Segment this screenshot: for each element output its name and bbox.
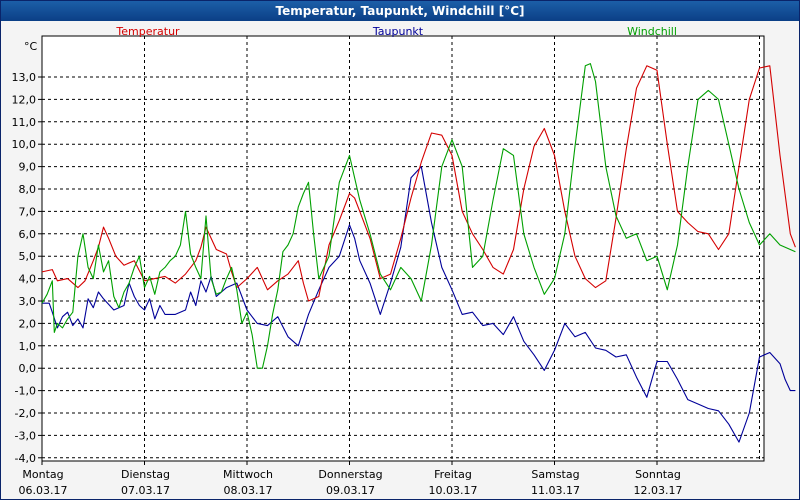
y-tick-label: 4,0 [19, 273, 37, 286]
y-tick-label: 12,0 [12, 93, 37, 106]
series-line-temperatur [41, 65, 796, 302]
y-tick-label: -2,0 [15, 407, 36, 420]
legend-temperatur: Temperatur [115, 25, 180, 38]
day-date-label: 12.03.17 [634, 484, 683, 497]
y-tick-label: 11,0 [12, 116, 37, 129]
y-tick-label: 8,0 [19, 183, 37, 196]
day-name-label: Freitag [434, 468, 472, 481]
day-name-label: Montag [22, 468, 63, 481]
legend-taupunkt: Taupunkt [372, 25, 424, 38]
y-tick-label: 0,0 [19, 362, 37, 375]
y-tick-label: 6,0 [19, 228, 37, 241]
series-lines [41, 63, 796, 443]
day-name-label: Samstag [531, 468, 579, 481]
day-date-label: 09.03.17 [326, 484, 375, 497]
window-title: Temperatur, Taupunkt, Windchill [°C] [1, 1, 799, 21]
day-name-label: Dienstag [121, 468, 170, 481]
grid [42, 36, 764, 461]
y-tick-label: 3,0 [19, 295, 37, 308]
y-tick-label: 13,0 [12, 71, 37, 84]
y-tick-label: 2,0 [19, 317, 37, 330]
day-date-label: 06.03.17 [19, 484, 68, 497]
y-tick-label: 7,0 [19, 205, 37, 218]
y-unit-label: °C [24, 40, 38, 53]
day-date-label: 10.03.17 [429, 484, 478, 497]
day-date-label: 07.03.17 [121, 484, 170, 497]
x-axis: Montag 06.03.17 Dienstag 07.03.17 Mittwoch 08… [19, 461, 683, 497]
day-date-label: 08.03.17 [224, 484, 273, 497]
y-axis: 13,0 12,0 11,0 10,0 9,0 8,0 7,0 6,0 5,0 4,0 3,0 2,0… [12, 71, 42, 465]
legend-windchill: Windchill [627, 25, 677, 38]
y-tick-label: 9,0 [19, 161, 37, 174]
y-tick-label: -3,0 [15, 429, 36, 442]
y-tick-label: -1,0 [15, 385, 36, 398]
y-tick-label: -4,0 [15, 452, 36, 465]
y-tick-label: 10,0 [12, 138, 37, 151]
day-date-label: 11.03.17 [531, 484, 580, 497]
day-name-label: Donnerstag [318, 468, 382, 481]
series-line-windchill [41, 63, 796, 369]
day-name-label: Mittwoch [223, 468, 273, 481]
y-tick-label: 5,0 [19, 250, 37, 263]
y-tick-label: 1,0 [19, 340, 37, 353]
day-name-label: Sonntag [635, 468, 681, 481]
